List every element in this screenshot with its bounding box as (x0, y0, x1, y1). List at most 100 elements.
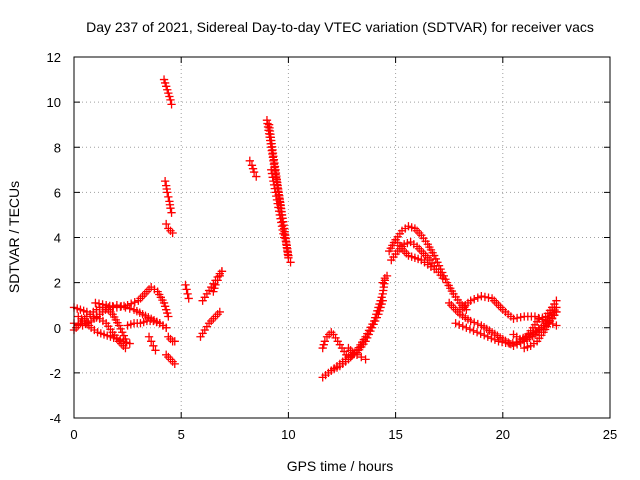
data-points (69, 75, 561, 382)
data-point (163, 308, 172, 318)
data-point (249, 167, 259, 177)
data-point (410, 253, 420, 262)
data-point (147, 337, 156, 346)
series-arc-early-6 (123, 316, 171, 332)
y-tick-label: 10 (47, 95, 61, 110)
data-point (217, 267, 227, 276)
data-point (96, 329, 105, 338)
data-point (151, 346, 160, 355)
y-tick-label: 0 (54, 321, 61, 336)
data-point (377, 299, 386, 309)
data-point (210, 284, 219, 293)
data-point (520, 343, 529, 353)
data-point (404, 251, 413, 260)
data-point (160, 78, 170, 88)
data-point (472, 328, 482, 337)
data-point (99, 330, 109, 339)
data-point (159, 298, 169, 308)
data-point (167, 100, 176, 109)
data-point (112, 334, 122, 344)
data-point (268, 173, 277, 182)
data-point (114, 321, 124, 330)
data-point (160, 302, 170, 311)
data-point (275, 210, 284, 220)
x-tick-label: 25 (603, 427, 617, 442)
data-point (121, 343, 130, 353)
data-point (136, 319, 145, 328)
data-point (106, 332, 115, 341)
data-point (211, 280, 220, 290)
data-point (433, 258, 442, 267)
data-point (277, 222, 287, 231)
data-point (470, 318, 479, 327)
data-point (455, 320, 464, 329)
data-point (376, 303, 385, 312)
y-tick-label: 6 (54, 185, 61, 200)
data-point (183, 289, 192, 299)
x-tick-label: 20 (496, 427, 510, 442)
data-point (162, 305, 171, 314)
series-seg-4h-small (164, 332, 179, 346)
data-point (184, 294, 193, 303)
data-point (552, 321, 561, 330)
data-point (476, 329, 485, 338)
data-point (509, 314, 518, 323)
data-point (462, 323, 471, 332)
data-point (91, 298, 100, 308)
data-point (170, 359, 179, 368)
data-point (273, 199, 282, 208)
data-point (466, 296, 475, 305)
data-point (378, 296, 387, 305)
series-seg-12h-up (318, 328, 355, 362)
data-point (270, 184, 279, 193)
data-point (245, 156, 254, 165)
data-point (123, 321, 132, 330)
data-point (318, 343, 327, 353)
data-point (109, 302, 118, 311)
data-point (162, 219, 171, 229)
data-point (168, 228, 177, 238)
series-seg-12h-rise2 (327, 296, 387, 375)
data-point (487, 334, 496, 343)
data-point (269, 180, 279, 190)
data-point (516, 313, 525, 322)
data-point (430, 251, 439, 260)
data-point (274, 207, 284, 216)
data-point (127, 299, 136, 308)
data-point (103, 331, 112, 340)
data-point (149, 341, 158, 350)
y-tick-label: -2 (49, 366, 61, 381)
y-tick-label: 12 (47, 50, 61, 65)
data-point (501, 338, 510, 347)
series-seg-13h (344, 343, 370, 364)
x-tick-label: 15 (388, 427, 402, 442)
data-point (159, 75, 169, 84)
data-point (252, 172, 261, 181)
data-point (163, 188, 172, 197)
grid (74, 57, 610, 418)
data-point (162, 323, 171, 332)
data-point (508, 338, 517, 347)
data-point (552, 307, 561, 317)
series-late-5 (520, 307, 561, 353)
data-point (126, 320, 135, 329)
data-point (372, 313, 381, 322)
data-point (473, 293, 482, 302)
data-point (552, 296, 561, 305)
data-point (465, 325, 475, 334)
data-point (248, 164, 258, 173)
data-point (278, 225, 287, 235)
data-point (377, 293, 386, 302)
data-point (451, 319, 460, 328)
data-point (139, 317, 148, 327)
series-arc-early-7 (144, 332, 160, 355)
data-point (277, 218, 286, 227)
data-point (116, 302, 125, 311)
series-hump-3 (391, 235, 439, 274)
series-seg-8h (245, 156, 261, 181)
data-point (352, 350, 362, 359)
data-point (149, 316, 158, 326)
x-tick-label: 0 (70, 427, 77, 442)
data-point (494, 337, 503, 346)
